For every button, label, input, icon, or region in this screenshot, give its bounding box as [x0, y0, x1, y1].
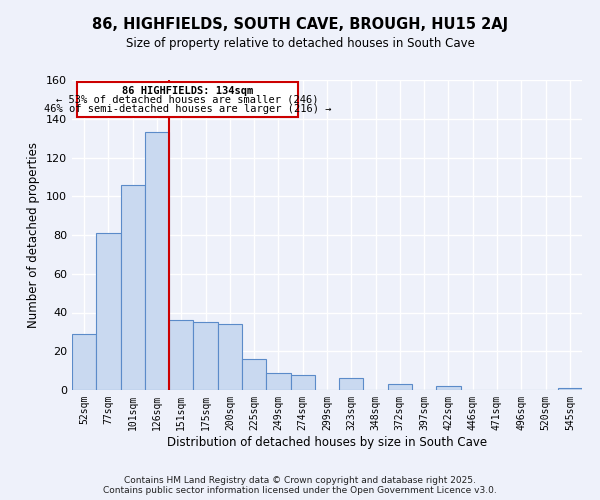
- Bar: [242, 359, 266, 390]
- FancyBboxPatch shape: [77, 82, 298, 117]
- Bar: [121, 184, 145, 390]
- Bar: [558, 388, 582, 390]
- Bar: [145, 132, 169, 390]
- Text: Size of property relative to detached houses in South Cave: Size of property relative to detached ho…: [125, 38, 475, 51]
- Bar: [290, 374, 315, 390]
- Text: ← 53% of detached houses are smaller (246): ← 53% of detached houses are smaller (24…: [56, 94, 319, 104]
- Y-axis label: Number of detached properties: Number of detached properties: [28, 142, 40, 328]
- Bar: [96, 233, 121, 390]
- Bar: [266, 372, 290, 390]
- Text: 86, HIGHFIELDS, SOUTH CAVE, BROUGH, HU15 2AJ: 86, HIGHFIELDS, SOUTH CAVE, BROUGH, HU15…: [92, 18, 508, 32]
- Bar: [169, 320, 193, 390]
- Bar: [388, 384, 412, 390]
- X-axis label: Distribution of detached houses by size in South Cave: Distribution of detached houses by size …: [167, 436, 487, 448]
- Bar: [436, 386, 461, 390]
- Bar: [193, 322, 218, 390]
- Text: 86 HIGHFIELDS: 134sqm: 86 HIGHFIELDS: 134sqm: [122, 86, 253, 96]
- Bar: [339, 378, 364, 390]
- Bar: [72, 334, 96, 390]
- Text: 46% of semi-detached houses are larger (216) →: 46% of semi-detached houses are larger (…: [44, 104, 331, 114]
- Bar: [218, 324, 242, 390]
- Text: Contains HM Land Registry data © Crown copyright and database right 2025.
Contai: Contains HM Land Registry data © Crown c…: [103, 476, 497, 495]
